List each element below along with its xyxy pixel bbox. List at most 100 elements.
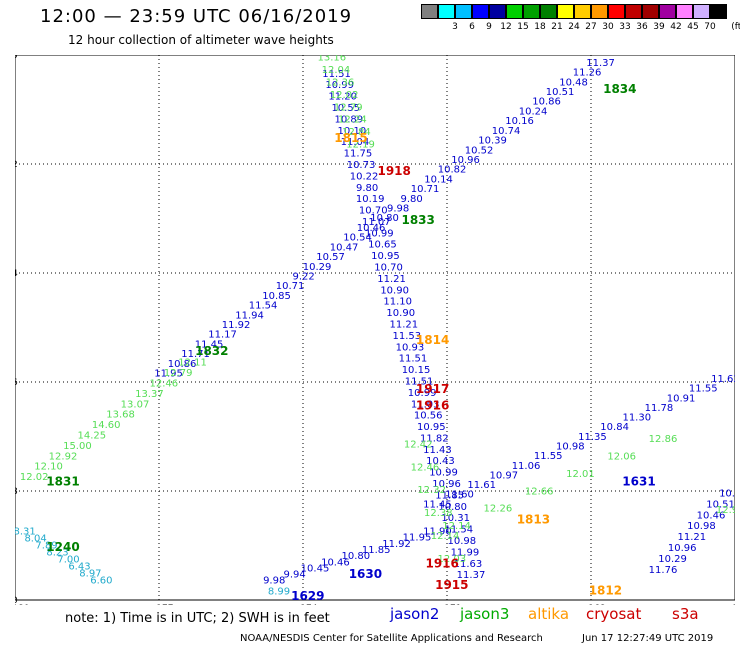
wave-height-value: 11.21	[377, 274, 406, 285]
lat-tick-label: -58	[15, 487, 18, 497]
wave-height-value: 10.45	[301, 563, 330, 574]
wave-height-value: 11.71	[181, 349, 210, 360]
pass-time-label: 1629	[291, 589, 324, 603]
lon-tick-label: -174	[297, 604, 318, 605]
lat-tick-label: -56	[15, 378, 18, 388]
wave-height-value: 11.43	[423, 445, 452, 456]
wave-height-value: 10.89	[334, 114, 363, 125]
wave-height-value: 10.46	[697, 510, 726, 521]
wave-height-value: 14.25	[77, 430, 106, 441]
wave-height-value: 10.86	[532, 97, 561, 108]
wave-height-value: 11.63	[454, 559, 483, 570]
colorbar-label: 24	[568, 22, 580, 32]
colorbar-label: 33	[619, 22, 631, 32]
wave-height-value: 10.91	[667, 393, 696, 404]
wave-height-value: 10.96	[451, 155, 480, 166]
wave-height-value: 10.43	[426, 456, 455, 467]
wave-height-value: 11.51	[322, 69, 351, 80]
wave-height-value: 10.85	[262, 291, 291, 302]
colorbar-label: 36	[636, 22, 648, 32]
wave-height-value: 10.99	[365, 228, 394, 239]
wave-height-value: 11.92	[382, 539, 411, 550]
pass-time-label: 1815	[334, 131, 367, 145]
map-frame	[15, 55, 735, 601]
wave-height-value: 10.71	[411, 184, 440, 195]
wave-height-value: 10.74	[492, 126, 521, 137]
wave-height-value: 10.47	[330, 242, 359, 253]
lat-tick-label: -60	[15, 596, 18, 605]
wave-height-value: 10.84	[600, 422, 629, 433]
wave-height-value: 10.95	[417, 422, 446, 433]
wave-height-value: 13.07	[121, 399, 150, 410]
wave-height-value: 10.48	[559, 77, 588, 88]
colorbar-swatch	[574, 4, 591, 19]
wave-height-value: 10.19	[356, 194, 385, 205]
pass-time-label: 1916	[425, 556, 458, 570]
wave-height-value: 11.62	[711, 374, 735, 385]
wave-height-value: 12.79	[334, 102, 363, 113]
pass-time-label: 1631	[622, 475, 655, 489]
wave-height-value: 10.95	[371, 251, 400, 262]
wave-height-value: 10.54	[343, 233, 372, 244]
colorbar-swatch	[693, 4, 710, 19]
wave-height-value: 11.75	[344, 149, 373, 160]
wave-height-value: 11.21	[389, 320, 418, 331]
wave-height-value: 10.98	[687, 521, 716, 532]
colorbar-swatch	[642, 4, 659, 19]
wave-height-value: 14.60	[92, 420, 121, 431]
pass-time-label: 1915	[435, 578, 468, 592]
wave-height-value: 12.99	[716, 505, 735, 516]
wave-height-value: 12.01	[566, 469, 595, 480]
wave-height-value: 11.45	[423, 499, 452, 510]
wave-height-value: 10.29	[303, 262, 332, 273]
wave-height-value: 10.98	[556, 441, 585, 452]
wave-height-value: 12.04	[322, 65, 351, 76]
credit-text: NOAA/NESDIS Center for Satellite Applica…	[240, 633, 543, 644]
wave-height-value: 11.55	[689, 384, 718, 395]
wave-height-value: 11.37	[586, 58, 615, 69]
wave-height-value: 11.99	[451, 547, 480, 558]
colorbar-swatch	[523, 4, 540, 19]
lon-tick-label: -177	[153, 604, 173, 605]
colorbar-swatch	[676, 4, 693, 19]
wave-height-value: 11.85	[435, 490, 464, 501]
colorbar-label: 21	[551, 22, 563, 32]
colorbar-swatch	[489, 4, 506, 19]
pass-time-label: 1240	[46, 540, 79, 554]
pass-time-label: 1834	[603, 82, 636, 96]
wave-height-value: 6.60	[90, 576, 112, 587]
wave-height-value: 11.30	[622, 413, 651, 424]
wave-height-value: 11.78	[645, 403, 674, 414]
map-title: 12:00 — 23:59 UTC 06/16/2019	[40, 6, 353, 27]
wave-height-value: 10.46	[357, 223, 386, 234]
wave-height-value: 10.80	[438, 502, 467, 513]
lon-tick-label: -180	[15, 604, 30, 605]
wave-height-value: 10.73	[347, 160, 376, 171]
wave-height-value: 10.14	[424, 174, 453, 185]
lon-tick-label: -171	[441, 604, 461, 605]
wave-height-value: 11.07	[362, 217, 391, 228]
wave-height-value: 10.93	[396, 342, 425, 353]
wave-height-value: 10.52	[465, 145, 494, 156]
wave-height-value: 11.10	[383, 297, 412, 308]
colorbar-label: 3	[452, 22, 458, 32]
wave-height-value: 12.06	[607, 451, 636, 462]
colorbar-swatch	[540, 4, 557, 19]
wave-height-value: 10.29	[658, 554, 687, 565]
wave-height-value: 12.66	[525, 486, 554, 497]
wave-height-value: 13.68	[106, 410, 135, 421]
pass-time-label: 1917	[416, 382, 449, 396]
wave-height-value: 11.37	[457, 570, 486, 581]
satellite-jason3: jason3	[460, 605, 510, 623]
wave-height-value: 10.99	[408, 388, 437, 399]
satellite-altika: altika	[528, 605, 570, 623]
wave-height-value: 11.54	[444, 525, 473, 536]
wave-height-value: 12.46	[149, 378, 178, 389]
wave-height-value: 11.26	[573, 68, 602, 79]
wave-height-value: 8.23	[46, 548, 68, 559]
wave-height-value: 10.80	[341, 551, 370, 562]
wave-height-value: 10.70	[359, 206, 388, 217]
wave-height-map: -50 -52 -54 -56 -58 -60-180 -177 -174 -171 -168 -1…	[15, 55, 735, 605]
colorbar-label: 15	[517, 22, 529, 32]
satellite-s3a: s3a	[672, 605, 699, 623]
